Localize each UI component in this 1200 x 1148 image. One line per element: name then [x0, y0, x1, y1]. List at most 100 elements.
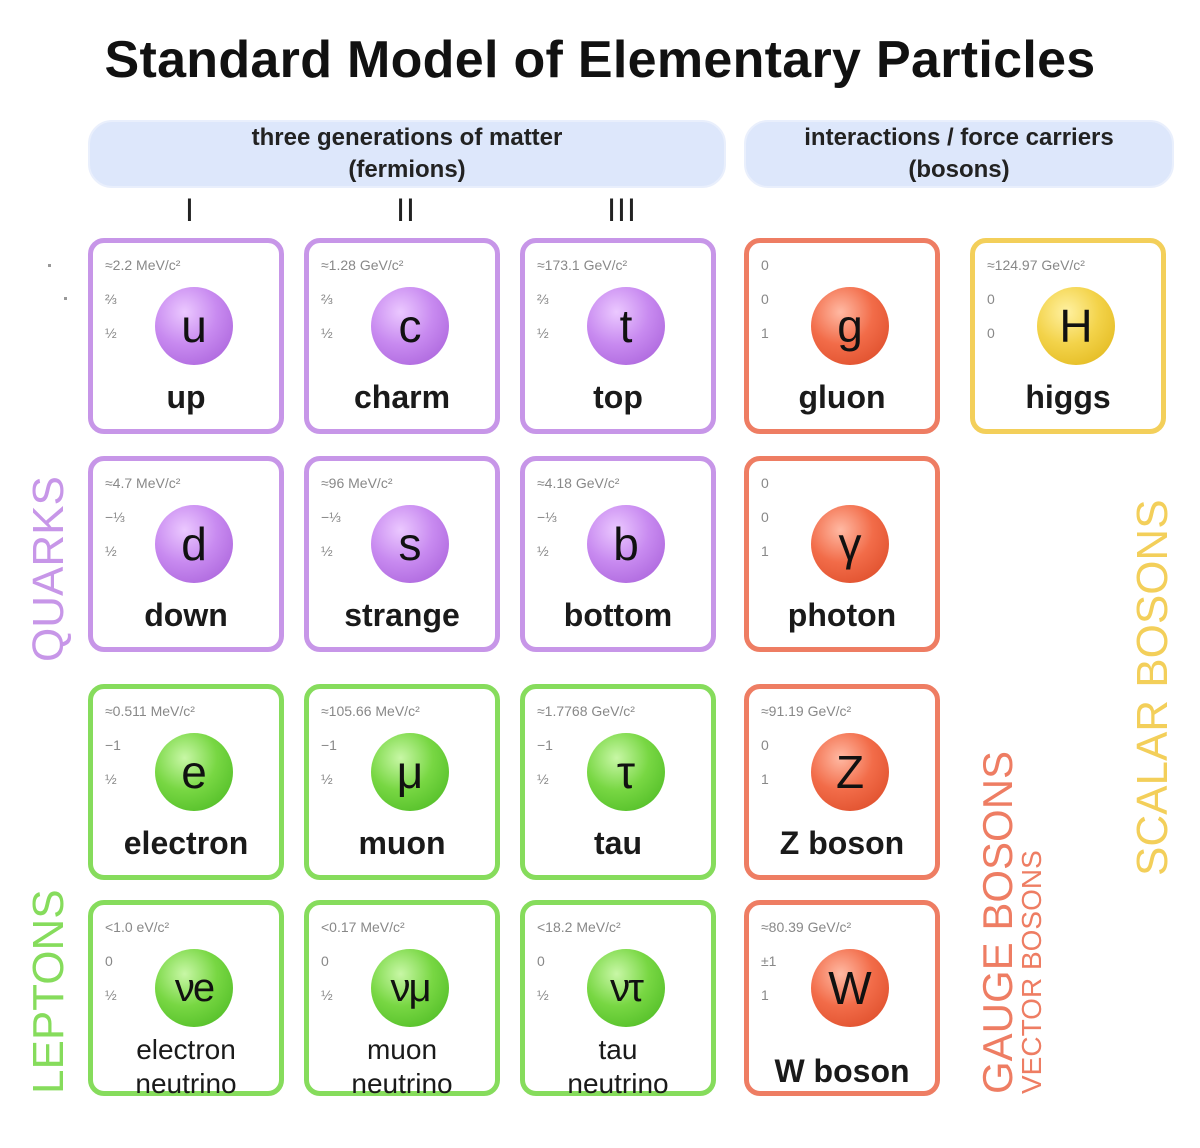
particle-name-line2: neutrino: [135, 1068, 237, 1099]
particle-card-strange[interactable]: ≈96 MeV/c² −⅓ ½ s strange: [304, 456, 500, 652]
particle-name: tau neutrino: [525, 1033, 711, 1101]
particle-symbol: ντ: [587, 949, 665, 1027]
mass-value: ≈0.511 MeV/c²: [105, 703, 195, 719]
charge-value: 0: [987, 291, 995, 307]
particle-name: up: [166, 379, 206, 415]
particle-card-w-boson[interactable]: ≈80.39 GeV/c² ±1 1 W W boson: [744, 900, 940, 1096]
particle-card-tau-neutrino[interactable]: <18.2 MeV/c² 0 ½ ντ tau neutrino: [520, 900, 716, 1099]
spin-value: 0: [987, 325, 995, 341]
particle-card-gluon[interactable]: 0 0 1 g gluon: [744, 238, 940, 434]
mass-value: <18.2 MeV/c²: [537, 919, 621, 935]
spin-value: 1: [761, 987, 769, 1003]
charge-value: ⅔: [321, 291, 333, 307]
particle-name-line2: neutrino: [567, 1068, 669, 1099]
spin-value: ½: [105, 771, 117, 787]
spin-value: ½: [537, 325, 549, 341]
charge-value: ⅔: [105, 291, 117, 307]
spin-value: ½: [537, 543, 549, 559]
particle-name: down: [144, 597, 228, 633]
particle-card-z-boson[interactable]: ≈91.19 GeV/c² 0 1 Z Z boson: [744, 684, 940, 880]
particle-name: gluon: [798, 379, 886, 415]
particle-name: higgs: [1025, 379, 1111, 415]
quarks-label: QUARKS: [24, 476, 73, 662]
spin-value: ½: [321, 771, 333, 787]
particle-symbol: s: [371, 505, 449, 583]
particle-symbol: νe: [155, 949, 233, 1027]
spin-value: ½: [105, 543, 117, 559]
particle-card-photon[interactable]: 0 0 1 γ photon: [744, 456, 940, 652]
mass-value: <0.17 MeV/c²: [321, 919, 405, 935]
spin-value: ½: [537, 771, 549, 787]
particle-card-down[interactable]: ≈4.7 MeV/c² −⅓ ½ d down: [88, 456, 284, 652]
spin-value: ½: [105, 987, 117, 1003]
spin-value: ½: [537, 987, 549, 1003]
particle-name: top: [593, 379, 643, 415]
particle-name-line1: electron: [136, 1034, 236, 1065]
particle-card-muon-neutrino[interactable]: <0.17 MeV/c² 0 ½ νμ muon neutrino: [304, 900, 500, 1099]
charge-value: ⅔: [537, 291, 549, 307]
particle-card-electron[interactable]: ≈0.511 MeV/c² −1 ½ e electron: [88, 684, 284, 880]
particle-name: electron: [123, 825, 249, 861]
particle-card-charm[interactable]: ≈1.28 GeV/c² ⅔ ½ c charm: [304, 238, 500, 434]
charge-value: −⅓: [105, 509, 125, 525]
gauge-bosons-label: GAUGE BOSONS: [974, 750, 1021, 1094]
spin-value: 1: [761, 771, 769, 787]
particle-symbol: τ: [587, 733, 665, 811]
charge-value: 0: [537, 953, 545, 969]
row-marker: [64, 297, 67, 300]
particle-name-line1: muon: [366, 1034, 438, 1065]
particle-symbol: c: [371, 287, 449, 365]
particle-card-muon[interactable]: ≈105.66 MeV/c² −1 ½ μ muon: [304, 684, 500, 880]
particle-symbol: u: [155, 287, 233, 365]
charge-value: 0: [761, 737, 769, 753]
row-marker: [48, 264, 51, 267]
particle-name: muon neutrino: [309, 1033, 495, 1101]
particle-name: tau: [594, 825, 642, 861]
mass-value: ≈91.19 GeV/c²: [761, 703, 852, 719]
charge-value: 0: [761, 509, 769, 525]
generation-3-label: III: [607, 192, 637, 228]
scalar-bosons-label: SCALAR BOSONS: [1128, 499, 1177, 876]
particle-symbol: γ: [811, 505, 889, 583]
particle-card-electron-neutrino[interactable]: <1.0 eV/c² 0 ½ νe electron neutrino: [88, 900, 284, 1099]
charge-value: 0: [761, 291, 769, 307]
fermions-header: three generations of matter (fermions): [88, 120, 726, 188]
fermions-header-line2: (fermions): [348, 156, 466, 183]
mass-value: ≈2.2 MeV/c²: [105, 257, 181, 273]
bosons-header-line2: (bosons): [908, 156, 1010, 183]
particle-symbol: Z: [811, 733, 889, 811]
mass-value: ≈1.7768 GeV/c²: [537, 703, 635, 719]
leptons-label: LEPTONS: [24, 889, 73, 1094]
charge-value: −⅓: [321, 509, 341, 525]
generation-2-label: II: [396, 192, 416, 228]
vector-bosons-label: VECTOR BOSONS: [1016, 850, 1047, 1094]
particle-name: electron neutrino: [93, 1033, 279, 1101]
particle-card-up[interactable]: ≈2.2 MeV/c² ⅔ ½ u up: [88, 238, 284, 434]
mass-value: <1.0 eV/c²: [105, 919, 170, 935]
mass-value: ≈80.39 GeV/c²: [761, 919, 852, 935]
spin-value: ½: [321, 987, 333, 1003]
bosons-header-line1: interactions / force carriers: [804, 124, 1114, 151]
particle-card-higgs[interactable]: ≈124.97 GeV/c² 0 0 H higgs: [970, 238, 1166, 434]
charge-value: 0: [105, 953, 113, 969]
particle-card-tau[interactable]: ≈1.7768 GeV/c² −1 ½ τ tau: [520, 684, 716, 880]
particle-symbol: μ: [371, 733, 449, 811]
spin-value: 1: [761, 543, 769, 559]
particle-symbol: e: [155, 733, 233, 811]
particle-symbol: b: [587, 505, 665, 583]
particle-name-line2: neutrino: [351, 1068, 453, 1099]
particle-card-bottom[interactable]: ≈4.18 GeV/c² −⅓ ½ b bottom: [520, 456, 716, 652]
particle-name: muon: [358, 825, 446, 861]
mass-value: ≈1.28 GeV/c²: [321, 257, 404, 273]
generation-1-label: I: [185, 192, 195, 228]
particle-symbol: νμ: [371, 949, 449, 1027]
mass-value: ≈4.7 MeV/c²: [105, 475, 181, 491]
particle-name: photon: [787, 597, 897, 633]
page-title: Standard Model of Elementary Particles: [104, 31, 1096, 89]
spin-value: ½: [321, 325, 333, 341]
mass-value: 0: [761, 257, 769, 273]
particle-name: W boson: [774, 1053, 910, 1089]
charge-value: 0: [321, 953, 329, 969]
charge-value: −1: [537, 737, 553, 753]
particle-card-top[interactable]: ≈173.1 GeV/c² ⅔ ½ t top: [520, 238, 716, 434]
